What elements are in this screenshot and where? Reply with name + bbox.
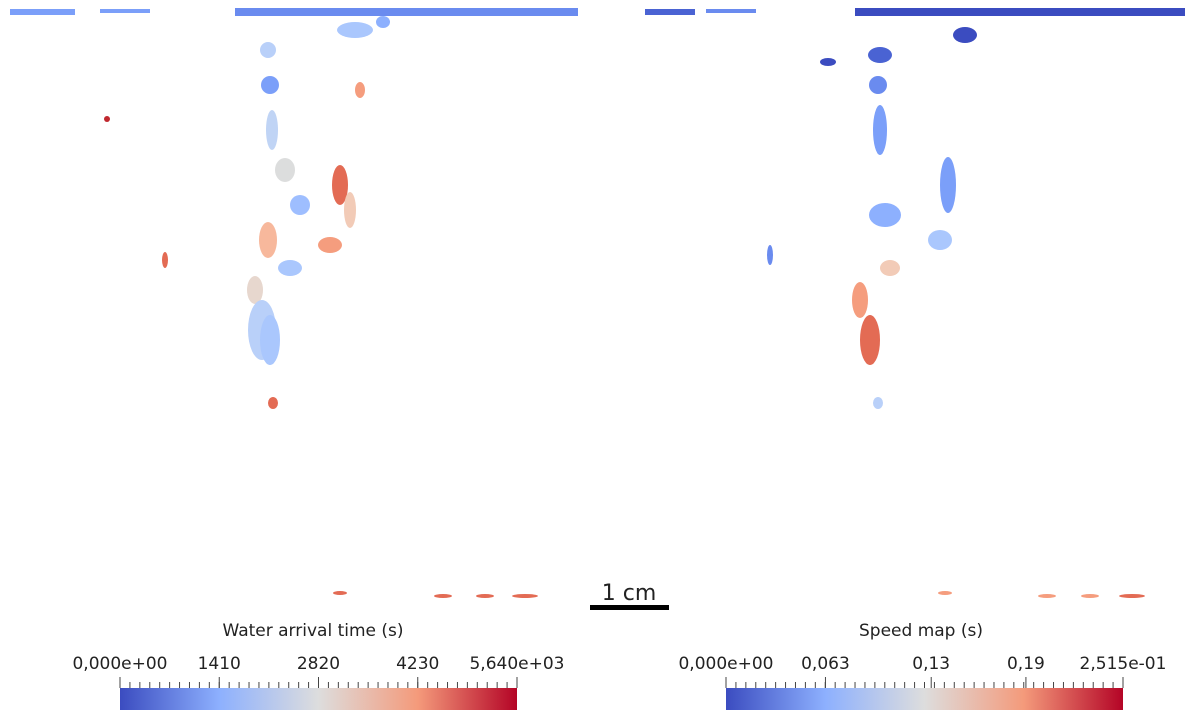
colorbar-tick-label: 0,000e+00 [678, 654, 773, 674]
colorbar-tick-label: 2,515e-01 [1080, 654, 1167, 674]
colorbar-tick-label: 0,19 [1007, 654, 1045, 674]
colorbar-tick-label: 5,640e+03 [469, 654, 564, 674]
left-field [10, 8, 578, 598]
colorbar-title: Water arrival time (s) [222, 621, 403, 641]
colorbar-title: Speed map (s) [859, 621, 983, 641]
scale-bar-label: 1 cm [602, 581, 657, 606]
colorbar-tick-label: 0,000e+00 [72, 654, 167, 674]
scale-bar [590, 605, 669, 610]
right-field [645, 8, 1185, 598]
colorbar-tick-label: 1410 [198, 654, 241, 674]
colorbar-tick-label: 0,13 [912, 654, 950, 674]
colorbar [726, 688, 1123, 710]
colorbar-tick-label: 4230 [396, 654, 439, 674]
colorbar-tick-label: 2820 [297, 654, 340, 674]
colorbar-tick-label: 0,063 [801, 654, 850, 674]
colorbar [120, 688, 517, 710]
